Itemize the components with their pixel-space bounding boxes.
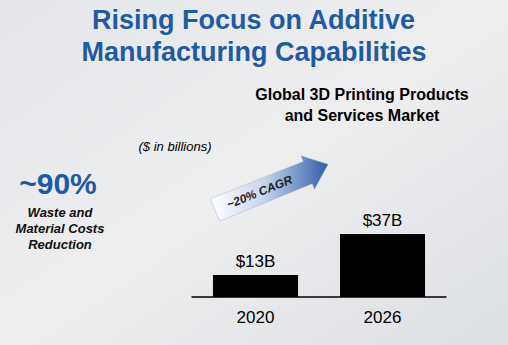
svg-text:2020: 2020 <box>237 308 275 327</box>
svg-text:Global 3D Printing Products: Global 3D Printing Products <box>255 86 468 103</box>
svg-text:~90%: ~90% <box>19 167 97 200</box>
svg-text:Rising Focus on Additive: Rising Focus on Additive <box>92 5 415 35</box>
svg-text:$37B: $37B <box>363 211 403 230</box>
svg-text:Waste and: Waste and <box>28 205 94 220</box>
svg-text:~20% CAGR: ~20% CAGR <box>225 172 295 211</box>
svg-text:$13B: $13B <box>236 252 276 271</box>
svg-text:Manufacturing Capabilities: Manufacturing Capabilities <box>81 37 426 67</box>
svg-text:and Services Market: and Services Market <box>285 107 440 124</box>
svg-text:Material Costs: Material Costs <box>16 221 105 236</box>
svg-text:Reduction: Reduction <box>28 237 92 252</box>
svg-text:($ in billions): ($ in billions) <box>139 139 212 154</box>
svg-text:2026: 2026 <box>364 308 402 327</box>
